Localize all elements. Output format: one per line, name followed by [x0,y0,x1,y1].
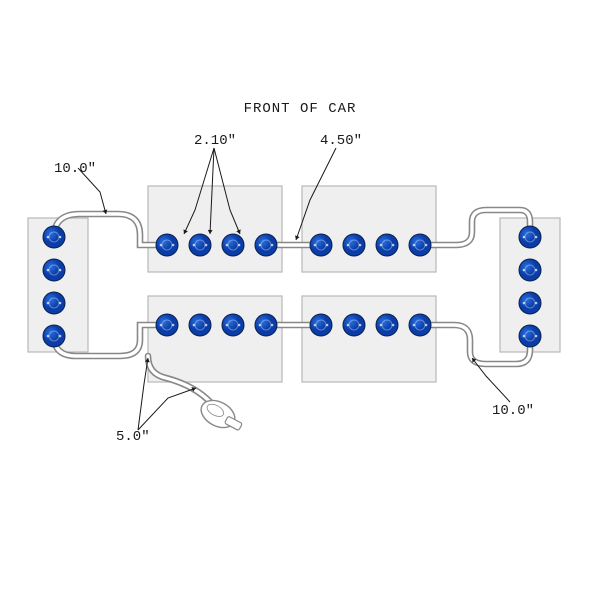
cap [409,234,431,256]
cap [189,314,211,336]
leader-line [138,358,148,430]
dimension-label: 5.0" [116,429,150,445]
dimension-label: 4.50" [320,133,362,149]
battery-top_center_r [302,186,436,272]
cap [43,292,65,314]
cap [409,314,431,336]
cap [376,234,398,256]
cap [310,314,332,336]
cap [222,314,244,336]
battery-bot_center_l [148,296,282,382]
leader-line [138,388,196,430]
tubing [54,210,530,404]
battery-top_center_l [148,186,282,272]
pump-bulb [196,395,242,433]
cap [376,314,398,336]
cap [519,292,541,314]
diagram-title: FRONT OF CAR [244,101,357,117]
cap [255,234,277,256]
cap [255,314,277,336]
cap [43,325,65,347]
cap [156,234,178,256]
dimension-label: 2.10" [194,133,236,149]
cap [156,314,178,336]
dimension-label: 10.0" [492,403,534,419]
cap [43,259,65,281]
cap [343,314,365,336]
dimension-leaders: 10.0" 2.10" 4.50" 5.0" 10.0" [54,133,534,445]
cap [310,234,332,256]
cap [222,234,244,256]
cap [343,234,365,256]
battery-bot_center_r [302,296,436,382]
cap [519,259,541,281]
cap [43,226,65,248]
cap [519,325,541,347]
cap [519,226,541,248]
dimension-label: 10.0" [54,161,96,177]
cap [189,234,211,256]
